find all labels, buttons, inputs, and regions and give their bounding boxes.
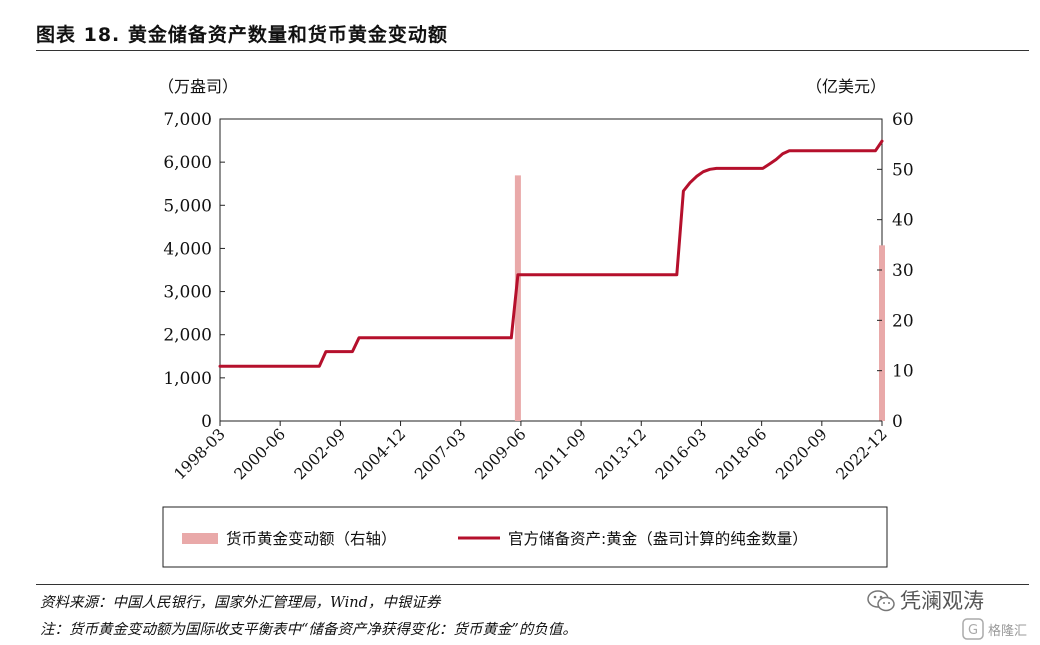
x-tick-label: 2020-09 <box>772 425 830 483</box>
right-tick-label: 50 <box>892 160 914 180</box>
x-tick-label: 1998-03 <box>171 425 229 483</box>
x-tick-label: 2002-09 <box>291 425 349 483</box>
right-axis-unit: （亿美元） <box>806 77 886 96</box>
right-tick-label: 20 <box>892 311 914 331</box>
left-tick-label: 1,000 <box>163 369 212 389</box>
x-tick-label: 2000-06 <box>231 425 289 483</box>
right-tick-label: 30 <box>892 261 914 281</box>
chart-svg: （万盎司） （亿美元） 0 1,000 2,000 3,000 4,000 5,000 6,… <box>158 77 914 568</box>
right-axis-ticks: 0 10 20 30 40 50 60 <box>877 110 914 432</box>
legend-line-label: 官方储备资产:黄金（盎司计算的纯金数量） <box>508 529 808 548</box>
left-axis-unit: （万盎司） <box>158 77 238 96</box>
left-tick-label: 4,000 <box>163 239 212 259</box>
source-note: 资料来源：中国人民银行，国家外汇管理局，Wind，中银证券 <box>40 595 441 611</box>
watermark-account: 凭澜观涛 <box>900 589 984 613</box>
left-tick-label: 3,000 <box>163 283 212 303</box>
plot-frame <box>219 118 883 422</box>
left-axis-ticks: 0 1,000 2,000 3,000 4,000 5,000 6,000 7,000 <box>163 110 225 432</box>
right-tick-label: 0 <box>892 412 903 432</box>
series-line <box>218 139 884 368</box>
plot-area <box>219 118 883 422</box>
legend-box <box>162 506 888 568</box>
wechat-icon <box>867 590 895 612</box>
footnote: 注：货币黄金变动额为国际收支平衡表中“储备资产净获得变化：货币黄金”的负值。 <box>40 622 577 638</box>
bar <box>879 245 885 421</box>
x-tick-label: 2007-03 <box>411 425 469 483</box>
x-axis-ticks: 1998-03 2000-06 2002-09 2004-12 2007-03 2009-… <box>171 421 891 483</box>
title-divider <box>36 50 1029 51</box>
svg-text:G: G <box>968 623 978 638</box>
x-tick-label: 2016-03 <box>652 425 710 483</box>
left-tick-label: 5,000 <box>163 196 212 216</box>
left-tick-label: 7,000 <box>163 110 212 130</box>
left-tick-label: 2,000 <box>163 326 212 346</box>
chart-title: 图表 18. 黄金储备资产数量和货币黄金变动额 <box>36 24 448 46</box>
right-tick-label: 60 <box>892 110 914 130</box>
left-tick-label: 0 <box>201 412 212 432</box>
gelonghui-logo-icon: G <box>962 618 984 640</box>
right-tick-label: 40 <box>892 211 914 231</box>
legend-bar-label: 货币黄金变动额（右轴） <box>226 530 397 548</box>
x-tick-label: 2018-06 <box>712 425 770 483</box>
x-tick-label: 2022-12 <box>833 425 891 483</box>
x-tick-label: 2009-06 <box>471 425 529 483</box>
legend: 货币黄金变动额（右轴） 官方储备资产:黄金（盎司计算的纯金数量） <box>162 506 888 568</box>
x-tick-label: 2011-09 <box>532 425 590 483</box>
bar <box>514 175 521 421</box>
watermark-brand: 格隆汇 <box>988 624 1028 639</box>
x-tick-label: 2004-12 <box>351 425 409 483</box>
right-tick-label: 10 <box>892 362 914 382</box>
bar-series <box>514 175 885 421</box>
left-tick-label: 6,000 <box>163 153 212 173</box>
x-tick-label: 2013-12 <box>592 425 650 483</box>
footer-divider <box>36 584 1029 585</box>
legend-bar-swatch <box>182 533 218 544</box>
line-series <box>218 139 884 368</box>
